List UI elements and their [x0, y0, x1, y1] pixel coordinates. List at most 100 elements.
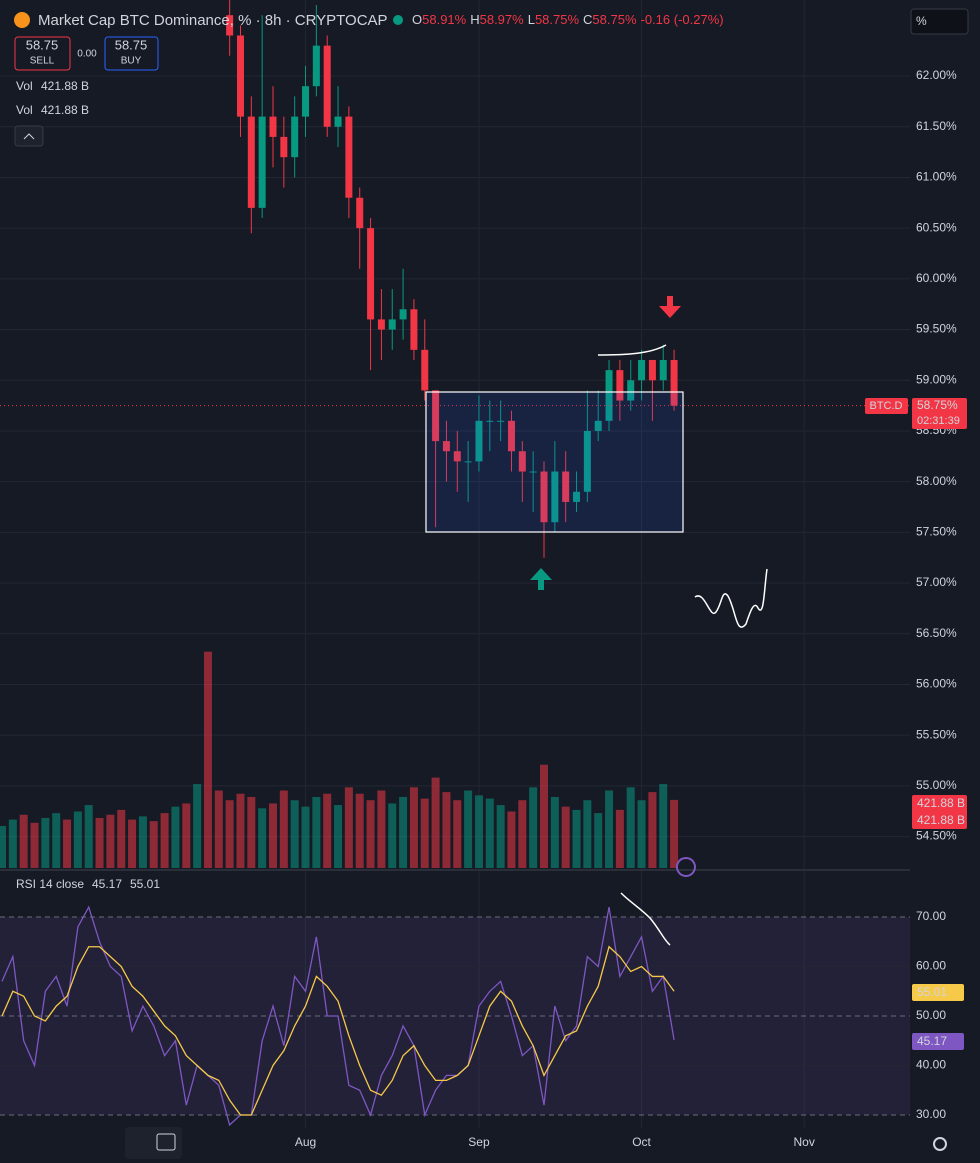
settings-button[interactable]: [933, 1137, 947, 1151]
rsi-ma-tag: [912, 984, 964, 1001]
volume-bar: [203, 651, 212, 868]
volume-bar: [19, 814, 28, 868]
y-tick-label: 57.00%: [916, 575, 957, 589]
y-tick-label: 60.00%: [916, 271, 957, 285]
volume-bar: [659, 784, 668, 868]
candle-body: [388, 319, 396, 330]
buy-button[interactable]: [104, 36, 159, 71]
sell-button[interactable]: [14, 36, 71, 71]
candle-body: [605, 370, 613, 421]
x-tick-label: Nov: [793, 1135, 814, 1149]
volume-bar: [637, 800, 646, 868]
candle-body: [323, 45, 331, 127]
y-tick-label: 59.50%: [916, 322, 957, 336]
ohlc-value: 58.75%: [592, 12, 637, 27]
candle-body: [573, 491, 581, 502]
candle-body: [302, 86, 310, 117]
candle-body: [356, 197, 364, 229]
volume-bar: [550, 796, 559, 868]
candle-body: [616, 370, 624, 401]
candle-body: [258, 116, 266, 208]
candle-body: [551, 471, 559, 523]
volume-tag: [912, 795, 967, 829]
ohlc-key: H: [470, 12, 479, 27]
ohlc-value: 58.75%: [535, 12, 580, 27]
drawn-curve: [597, 344, 667, 356]
volume-bar: [474, 795, 483, 868]
candle-body: [486, 420, 494, 422]
volume-bar: [453, 800, 462, 868]
volume-bar: [269, 803, 277, 868]
candle-body: [529, 471, 537, 473]
volume-tag-text: 421.88 B: [917, 796, 965, 810]
volume-bar: [648, 792, 657, 868]
candle-body: [442, 441, 450, 452]
volume-bar: [561, 806, 570, 868]
x-tick-label: Aug: [295, 1135, 316, 1149]
symbol-tag: [865, 398, 908, 414]
candle-body: [334, 116, 342, 127]
candle-body: [497, 420, 505, 422]
rsi-ma-value: 55.01: [130, 877, 160, 891]
ohlc-key: C: [583, 12, 592, 27]
volume-bar: [626, 787, 635, 868]
volume-bar: [420, 798, 429, 868]
volume-bar: [583, 800, 592, 868]
rsi-tick-label: 30.00: [916, 1107, 946, 1121]
volume-bar: [615, 809, 624, 868]
y-tick-label: 55.00%: [916, 778, 957, 792]
volume-bar: [128, 819, 137, 868]
candle-body: [345, 116, 353, 198]
candle-body: [583, 430, 591, 492]
volume-bar: [605, 790, 614, 868]
y-tick-label: 61.50%: [916, 119, 957, 133]
unit-label: %: [916, 14, 927, 28]
drawn-rsi-line: [620, 892, 671, 946]
candle-body: [670, 359, 678, 406]
volume-bar: [258, 808, 267, 868]
candle-body: [226, 15, 234, 36]
buy-price: 58.75: [115, 37, 148, 52]
ohlc-legend: O58.91% H58.97% L58.75% C58.75% -0.16 (-0.27…: [412, 12, 724, 27]
volume-tag-text: 421.88 B: [917, 813, 965, 827]
candle-body: [432, 390, 440, 442]
volume-bar: [507, 811, 516, 868]
volume-bar: [388, 803, 397, 868]
candle-body: [659, 359, 667, 381]
volume-bar: [138, 816, 147, 868]
x-tick-label: Oct: [632, 1135, 651, 1149]
price-tag: [912, 398, 967, 429]
drawn-squiggle: [694, 568, 768, 628]
collapse-button[interactable]: [14, 125, 44, 147]
volume-bar: [409, 787, 418, 868]
candle-body: [464, 461, 472, 463]
rsi-tag: [912, 1033, 964, 1050]
x-tick-label: Sep: [468, 1135, 490, 1149]
market-status: [393, 15, 403, 25]
rsi-value: 45.17: [92, 877, 122, 891]
volume-bar: [73, 811, 82, 868]
snapshot-button[interactable]: [156, 1133, 176, 1151]
volume-bar: [377, 790, 386, 868]
candle-body: [507, 420, 515, 452]
rsi-line: [1, 945, 675, 1116]
y-tick-label: 60.50%: [916, 220, 957, 234]
range-box: [425, 391, 684, 533]
candle-body: [475, 420, 483, 462]
symbol-title[interactable]: Market Cap BTC Dominance, % · 8h · CRYPT…: [38, 12, 388, 29]
symbol-logo: [14, 12, 30, 28]
symbol-tag-text: BTC.D: [870, 400, 903, 412]
volume-bar: [41, 817, 50, 868]
alert-icon[interactable]: [675, 857, 696, 877]
volume-bar: [182, 803, 191, 868]
unit-button[interactable]: [910, 8, 969, 35]
volume-bar: [301, 806, 310, 868]
volume-bar: [52, 813, 61, 868]
sell-price: 58.75: [26, 37, 59, 52]
ohlc-key: L: [528, 12, 535, 27]
vol-value: 421.88 B: [41, 79, 89, 93]
candle-body: [312, 45, 320, 87]
vol-label: Vol: [16, 103, 33, 117]
